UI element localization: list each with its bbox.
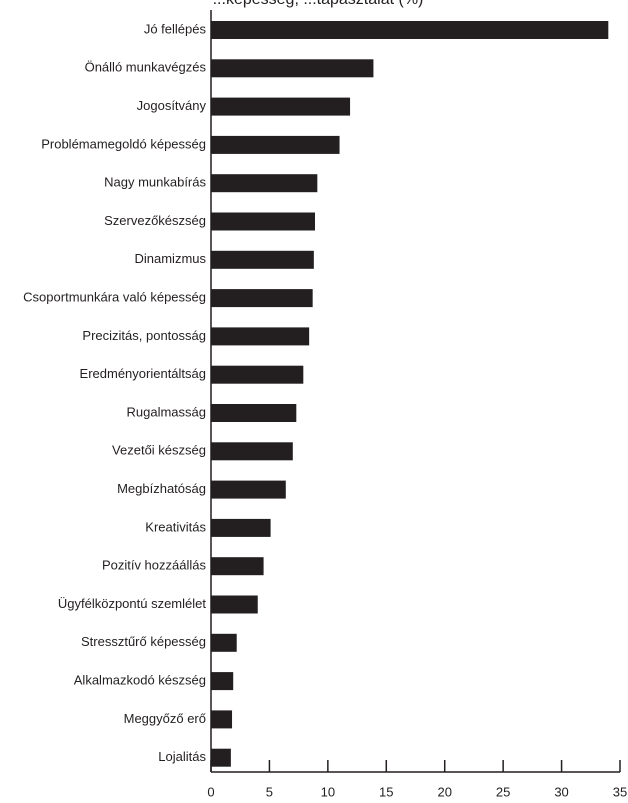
category-label: Alkalmazkodó készség: [74, 673, 206, 688]
bar-13: [211, 518, 271, 537]
bar-10: [211, 404, 297, 422]
bar-12: [211, 480, 286, 499]
x-tick-label: 10: [321, 784, 335, 799]
bar-11: [211, 442, 293, 461]
category-label: Dinamizmus: [134, 251, 206, 266]
bar-6: [211, 250, 314, 269]
chart-title: ...képesség, ...tapasztalat (%): [213, 0, 424, 8]
category-label: Lojalitás: [158, 749, 206, 764]
bar-2: [211, 97, 351, 116]
category-label: Jó fellépés: [144, 21, 207, 36]
category-label: Rugalmasság: [127, 404, 207, 419]
category-label: Ügyfélközpontú szemlélet: [58, 596, 207, 611]
bar-14: [211, 557, 264, 576]
x-tick-label: 30: [554, 784, 568, 799]
category-labels: Jó fellépés Önálló munkavégzés Jogosítvány…: [23, 21, 206, 764]
category-label: Stressztűrő képesség: [81, 634, 206, 649]
category-label: Szervezőkészség: [104, 213, 206, 228]
bar-4: [211, 174, 318, 193]
category-label: Megbízhatóság: [117, 481, 206, 496]
bar-17: [211, 672, 234, 691]
bar-15: [211, 595, 258, 614]
bar-18: [211, 710, 233, 729]
category-label: Nagy munkabírás: [104, 175, 206, 190]
category-label: Kreativitás: [145, 519, 206, 534]
category-label: Csoportmunkára való képesség: [23, 290, 206, 305]
bar-1: [211, 59, 374, 78]
x-tick-label: 5: [266, 784, 273, 799]
x-tick-label: 0: [207, 784, 214, 799]
category-label: Jogosítvány: [137, 98, 207, 113]
bar-5: [211, 212, 316, 231]
bar-16: [211, 633, 237, 652]
x-tick-label: 25: [496, 784, 510, 799]
category-label: Pozitív hozzáállás: [102, 558, 207, 573]
bar-0: [211, 21, 609, 39]
bar-8: [211, 327, 310, 346]
x-axis-ticks: 0 5 10 15 20 25 30 35: [207, 760, 627, 799]
bar-9: [211, 365, 304, 384]
category-label: Eredményorientáltság: [80, 366, 206, 381]
bar-3: [211, 135, 340, 154]
bar-7: [211, 289, 313, 308]
bars: [211, 21, 609, 767]
bar-19: [211, 748, 231, 767]
x-tick-label: 15: [379, 784, 393, 799]
category-label: Precizitás, pontosság: [82, 328, 206, 343]
x-tick-label: 20: [437, 784, 451, 799]
category-label: Problémamegoldó képesség: [41, 136, 206, 151]
category-label: Vezetői készség: [112, 443, 206, 458]
x-tick-label: 35: [613, 784, 627, 799]
category-label: Meggyőző erő: [124, 711, 206, 726]
category-label: Önálló munkavégzés: [85, 60, 207, 75]
